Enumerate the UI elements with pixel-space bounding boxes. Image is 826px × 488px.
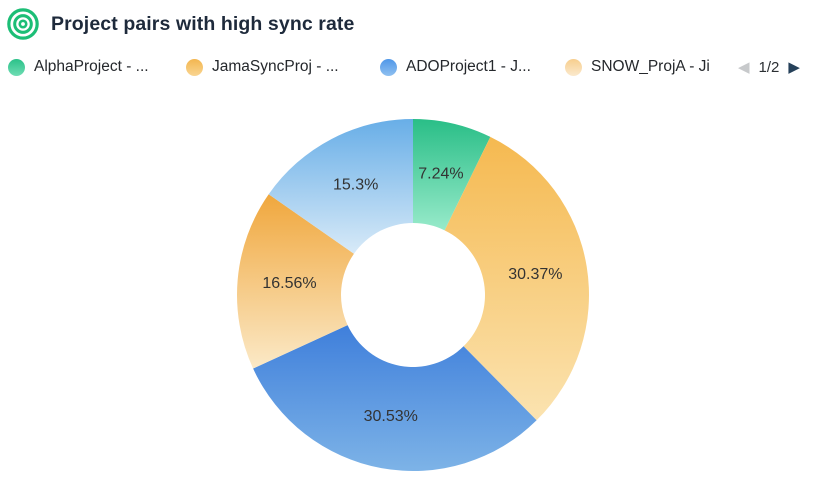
legend-item-label: ADOProject1 - J... bbox=[406, 58, 531, 75]
pie-slice-2[interactable] bbox=[444, 136, 590, 421]
pie-slice-3[interactable] bbox=[253, 325, 537, 472]
pie-slice-1[interactable] bbox=[413, 119, 491, 231]
legend-dot-icon bbox=[186, 58, 203, 76]
target-icon bbox=[7, 8, 39, 40]
legend-item-3[interactable]: ADOProject1 - J... bbox=[380, 52, 531, 82]
pie-slice-label: 30.37% bbox=[508, 266, 562, 283]
legend-item-4[interactable]: SNOW_ProjA - Ji bbox=[565, 52, 710, 82]
pie-slice-label: 15.3% bbox=[333, 176, 378, 193]
pie-slice-label: 7.24% bbox=[418, 165, 463, 182]
legend-prev-page-icon[interactable]: ◀ bbox=[738, 58, 750, 76]
donut-chart: 7.24% 30.37% 30.53% 16.56% 15.3% bbox=[0, 100, 826, 483]
legend-dot-icon bbox=[380, 58, 397, 76]
legend-page-indicator: 1/2 bbox=[758, 58, 780, 76]
legend-next-page-icon[interactable]: ▶ bbox=[788, 58, 800, 76]
legend-item-label: SNOW_ProjA - Ji bbox=[591, 58, 710, 75]
legend-item-label: AlphaProject - ... bbox=[34, 58, 149, 75]
legend-item-1[interactable]: AlphaProject - ... bbox=[8, 52, 149, 82]
widget-header: Project pairs with high sync rate bbox=[6, 5, 354, 43]
legend-item-label: JamaSyncProj - ... bbox=[212, 58, 339, 75]
legend-dot-icon bbox=[565, 58, 582, 76]
widget-title: Project pairs with high sync rate bbox=[51, 12, 355, 35]
pie-slice-5[interactable] bbox=[268, 119, 413, 254]
pie-slice-label: 30.53% bbox=[364, 408, 418, 425]
legend-item-2[interactable]: JamaSyncProj - ... bbox=[186, 52, 339, 82]
pie-slice-4[interactable] bbox=[237, 194, 354, 369]
legend-pagination: ◀ 1/2 ▶ bbox=[738, 52, 800, 82]
chart-legend: AlphaProject - ... JamaSyncProj - ... AD… bbox=[0, 52, 826, 82]
pie-slice-label: 16.56% bbox=[262, 275, 316, 292]
legend-dot-icon bbox=[8, 58, 25, 76]
